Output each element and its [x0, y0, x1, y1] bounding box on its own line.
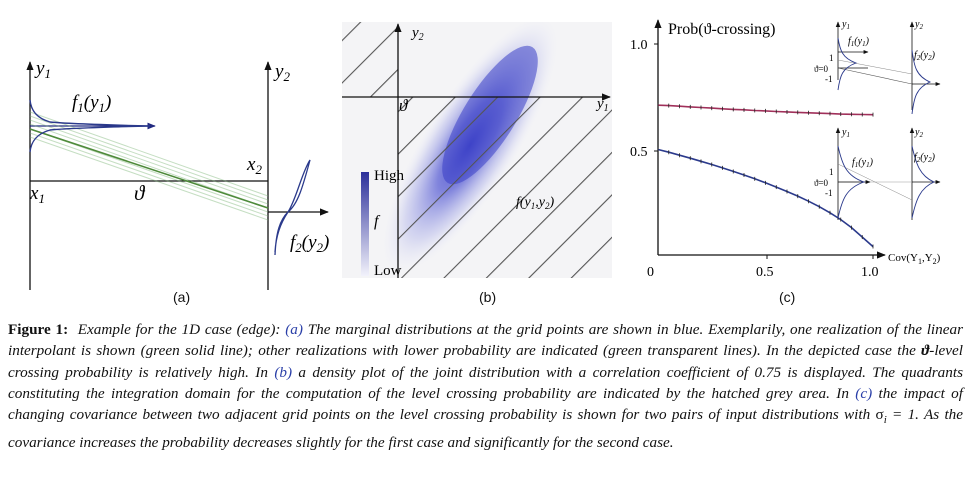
svg-text:y2: y2 [914, 127, 923, 139]
svg-text:ϑ=0: ϑ=0 [814, 178, 829, 188]
series-line-2 [657, 148, 874, 248]
f1-label: f1(y1) [72, 92, 111, 115]
x2-label: x2 [246, 154, 262, 177]
caption-text-5: the impact of changing covariance betwee… [8, 384, 963, 424]
colorbar-low-label: Low [374, 263, 402, 279]
f2-label: f2(y2) [290, 232, 329, 255]
svg-text:-1: -1 [825, 188, 833, 198]
panel-b-label: (b) [479, 289, 497, 305]
panel-c-label: (c) [779, 289, 796, 305]
svg-text:1: 1 [829, 53, 834, 63]
caption-ref-b[interactable]: (b) [274, 363, 293, 381]
caption-sigma: σi [875, 406, 887, 427]
caption-text-1: Example for the 1D case (edge): [77, 321, 286, 338]
svg-text:f2(y2): f2(y2) [914, 50, 936, 62]
hatched-quadrant-bottom-right [398, 97, 612, 278]
panel-c: 1.0 0.5 0 0.5 1.0 Prob(ϑ-crossing) Cov(Y… [630, 19, 941, 280]
y1-label: y1 [34, 58, 51, 81]
c-xlabel: Cov(Y1,Y2) [888, 252, 941, 266]
f1-distribution-curve [29, 99, 151, 153]
c-ytick-label-1: 1.0 [630, 38, 648, 53]
x1-label: x1 [29, 183, 45, 206]
c-xtick-label-1: 1.0 [861, 265, 879, 280]
c-origin-label: 0 [647, 265, 654, 280]
caption-ref-c[interactable]: (c) [855, 384, 873, 402]
c-xtick-label-05: 0.5 [756, 265, 774, 280]
figure-1: y1 y2 f1(y1) f2(y2) x1 x2 ϑ y2 y1 ϑ High… [26, 19, 941, 305]
panel-a-label: (a) [173, 289, 191, 305]
svg-text:f1(y1): f1(y1) [852, 157, 874, 169]
hatched-quadrant-top-left [342, 22, 398, 97]
figure-graphics: y1 y2 f1(y1) f2(y2) x1 x2 ϑ y2 y1 ϑ High… [26, 19, 941, 290]
caption-label: Figure 1: [8, 321, 69, 338]
inset-bottom: y1 y2 f1(y1) f2(y2) ϑ=0 1 -1 [814, 127, 941, 220]
panel-b: y2 y1 ϑ High f Low f(y1,y2) [342, 22, 612, 279]
svg-text:f2(y2): f2(y2) [914, 152, 936, 164]
c-series-group [657, 103, 874, 249]
svg-text:y1: y1 [841, 127, 850, 139]
caption-theta: ϑ [921, 342, 930, 360]
caption-text-6: = 1. As the covariance increases the pro… [8, 406, 963, 451]
svg-text:-1: -1 [825, 74, 833, 84]
panel-a: y1 y2 f1(y1) f2(y2) x1 x2 ϑ [26, 58, 329, 290]
colorbar [361, 172, 369, 276]
f2-distribution-curve [274, 159, 311, 256]
caption-ref-a[interactable]: (a) [285, 321, 303, 338]
colorbar-f-label: f [374, 213, 381, 230]
caption-text-3: -level crossing probability is relativel… [8, 342, 963, 381]
caption-text-2: The marginal distributions at the grid p… [8, 321, 963, 360]
b-y1-label: y1 [595, 96, 609, 114]
colorbar-high-label: High [374, 168, 405, 184]
density-label: f(y1,y2) [516, 195, 554, 211]
theta-label: ϑ [134, 181, 146, 205]
svg-text:f1(y1): f1(y1) [848, 36, 870, 48]
caption-text-4: a density plot of the joint distribution… [8, 363, 963, 402]
svg-text:y1: y1 [841, 19, 850, 31]
svg-text:y2: y2 [914, 19, 923, 31]
svg-text:ϑ=0: ϑ=0 [814, 64, 829, 74]
c-ylabel: Prob(ϑ-crossing) [668, 21, 775, 38]
b-theta-label: ϑ [399, 96, 409, 115]
b-y2-label: y2 [410, 25, 424, 43]
linear-interpolant-line [29, 128, 269, 209]
y2-label: y2 [273, 61, 290, 84]
inset-top: y1 y2 f1(y1) f2(y2) ϑ=0 1 -1 [814, 19, 941, 115]
c-ytick-label-05: 0.5 [630, 145, 648, 160]
figure-caption: Figure 1: Example for the 1D case (edge)… [8, 319, 963, 453]
svg-text:1: 1 [829, 167, 834, 177]
